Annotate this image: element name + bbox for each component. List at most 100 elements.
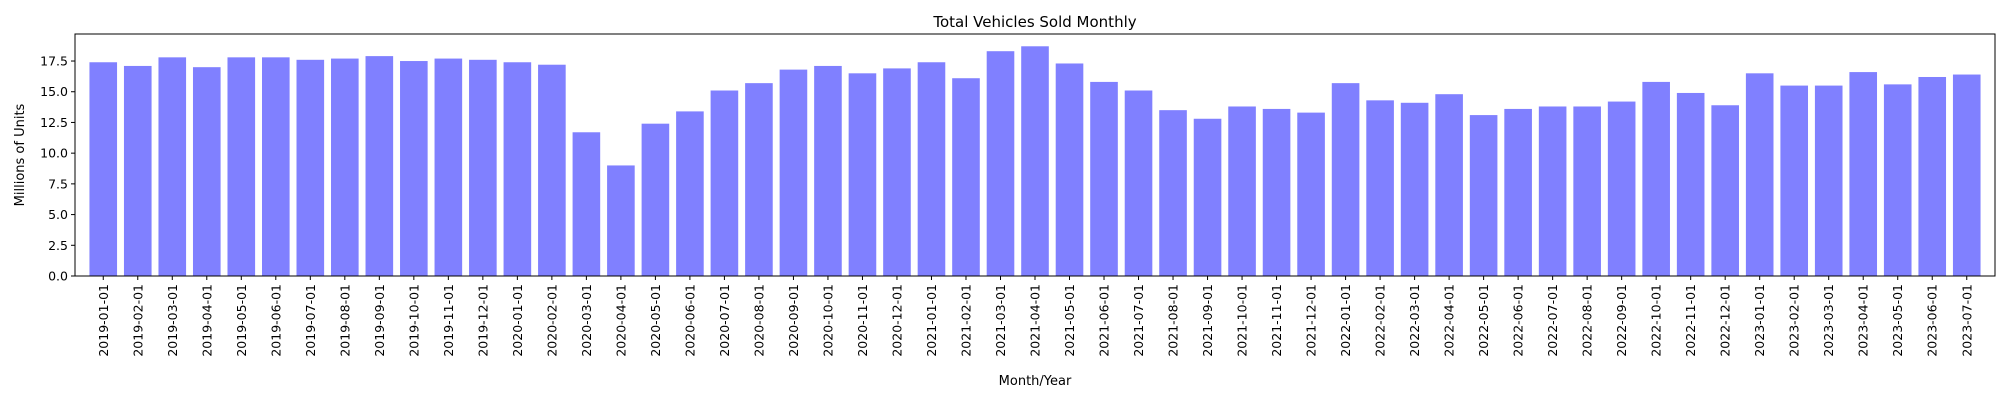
x-tick-label: 2021-10-01 [1235, 284, 1250, 357]
x-tick-label: 2020-06-01 [682, 284, 697, 357]
bar-2019-12-01 [469, 59, 497, 276]
bar-2019-05-01 [227, 57, 256, 277]
bar-2019-08-01 [331, 58, 359, 276]
x-tick-label: 2022-05-01 [1476, 284, 1491, 357]
y-tick-label: 10.0 [40, 146, 68, 161]
y-tick-label: 17.5 [40, 54, 68, 69]
bar-2021-06-01 [1090, 81, 1118, 276]
bar-2023-01-01 [1745, 73, 1774, 276]
bar-2019-06-01 [262, 57, 290, 277]
x-tick-label: 2020-09-01 [786, 284, 801, 357]
bar-2019-11-01 [434, 58, 463, 276]
x-tick-label: 2020-07-01 [717, 284, 732, 357]
x-tick-label: 2022-09-01 [1614, 284, 1629, 357]
x-tick-label: 2020-03-01 [579, 284, 594, 357]
x-tick-label: 2021-08-01 [1166, 284, 1181, 357]
bar-2020-07-01 [710, 90, 739, 276]
bar-2021-07-01 [1124, 90, 1153, 276]
y-tick-label: 15.0 [40, 84, 68, 99]
bar-2020-03-01 [572, 132, 601, 276]
x-tick-label: 2023-03-01 [1821, 284, 1836, 357]
x-tick-label: 2023-06-01 [1925, 284, 1940, 357]
x-tick-label: 2023-01-01 [1752, 284, 1767, 357]
x-tick-label: 2019-04-01 [199, 284, 214, 357]
x-axis-label: Month/Year [999, 374, 1072, 389]
x-tick-label: 2023-05-01 [1890, 284, 1905, 357]
bar-2022-07-01 [1538, 106, 1567, 276]
bar-2020-06-01 [676, 111, 704, 276]
bar-2021-09-01 [1193, 118, 1222, 276]
x-tick-label: 2019-03-01 [165, 284, 180, 357]
bar-2020-02-01 [538, 64, 566, 277]
bar-2020-01-01 [503, 62, 532, 276]
bar-2020-08-01 [745, 83, 773, 276]
bar-2021-01-01 [917, 62, 946, 276]
x-tick-label: 2023-02-01 [1787, 284, 1802, 357]
y-tick-label: 2.5 [48, 238, 68, 253]
x-tick-label: 2022-06-01 [1511, 284, 1526, 357]
x-tick-label: 2023-04-01 [1856, 284, 1871, 357]
bar-2023-05-01 [1883, 84, 1912, 277]
bar-2019-07-01 [296, 59, 325, 276]
y-axis-label: Millions of Units [13, 103, 28, 206]
bar-2021-05-01 [1055, 63, 1084, 277]
x-tick-label: 2022-12-01 [1718, 284, 1733, 357]
x-axis: 2019-01-01 2019-02-01 2019-03-01 2019-04-01… [96, 276, 1974, 357]
bar-2022-01-01 [1331, 83, 1360, 276]
x-tick-label: 2019-08-01 [337, 284, 352, 357]
bar-2019-09-01 [365, 56, 394, 276]
y-tick-label: 7.5 [48, 176, 68, 191]
x-tick-label: 2021-07-01 [1131, 284, 1146, 357]
bar-2022-08-01 [1573, 106, 1601, 276]
x-tick-label: 2021-05-01 [1062, 284, 1077, 357]
x-tick-label: 2019-07-01 [303, 284, 318, 357]
x-tick-label: 2020-10-01 [820, 284, 835, 357]
bar-2022-06-01 [1504, 108, 1532, 277]
x-tick-label: 2019-05-01 [234, 284, 249, 357]
x-tick-label: 2022-01-01 [1338, 284, 1353, 357]
x-tick-label: 2019-06-01 [268, 284, 283, 357]
bar-2021-10-01 [1228, 106, 1256, 276]
x-tick-label: 2022-03-01 [1407, 284, 1422, 357]
y-tick-label: 12.5 [40, 115, 68, 130]
bar-2020-11-01 [848, 73, 877, 276]
bar-2019-01-01 [89, 62, 118, 276]
x-tick-label: 2020-02-01 [544, 284, 559, 357]
bar-2019-10-01 [400, 61, 428, 276]
bar-2022-05-01 [1469, 115, 1498, 276]
bar-2023-04-01 [1849, 72, 1878, 276]
bar-2021-04-01 [1021, 46, 1049, 276]
bar-2020-12-01 [883, 68, 911, 277]
bar-2019-04-01 [192, 67, 221, 276]
bar-2022-03-01 [1400, 102, 1429, 276]
bars-group [89, 46, 1981, 277]
bar-2023-07-01 [1952, 74, 1981, 276]
y-tick-label: 0.0 [48, 269, 68, 284]
x-tick-label: 2022-02-01 [1373, 284, 1388, 357]
x-tick-label: 2022-04-01 [1442, 284, 1457, 357]
x-tick-label: 2019-10-01 [406, 284, 421, 357]
x-tick-label: 2021-01-01 [924, 284, 939, 357]
x-tick-label: 2020-08-01 [751, 284, 766, 357]
bar-2022-02-01 [1366, 100, 1394, 276]
bar-2021-12-01 [1297, 112, 1325, 277]
x-tick-label: 2022-11-01 [1683, 284, 1698, 357]
bar-2021-03-01 [986, 51, 1015, 277]
x-tick-label: 2020-12-01 [889, 284, 904, 357]
x-tick-label: 2021-04-01 [1028, 284, 1043, 357]
x-tick-label: 2022-07-01 [1545, 284, 1560, 357]
bar-2022-11-01 [1676, 92, 1705, 277]
x-tick-label: 2020-05-01 [648, 284, 663, 357]
x-tick-label: 2020-11-01 [855, 284, 870, 357]
bar-2022-09-01 [1607, 101, 1636, 276]
x-tick-label: 2021-12-01 [1304, 284, 1319, 357]
x-tick-label: 2020-01-01 [510, 284, 525, 357]
bar-2020-05-01 [641, 123, 670, 277]
bar-2022-12-01 [1711, 105, 1739, 276]
x-tick-label: 2022-08-01 [1580, 284, 1595, 357]
x-tick-label: 2019-09-01 [372, 284, 387, 357]
bar-2022-04-01 [1435, 94, 1463, 276]
bar-2023-06-01 [1918, 76, 1947, 277]
x-tick-label: 2021-06-01 [1097, 284, 1112, 357]
